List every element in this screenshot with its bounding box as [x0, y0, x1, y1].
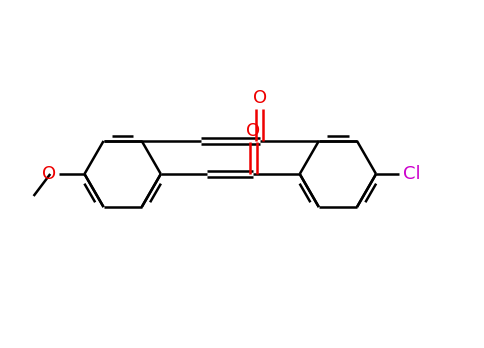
Text: Cl: Cl [402, 165, 420, 183]
Text: O: O [246, 122, 260, 140]
Text: O: O [252, 89, 266, 107]
Text: O: O [43, 165, 57, 183]
